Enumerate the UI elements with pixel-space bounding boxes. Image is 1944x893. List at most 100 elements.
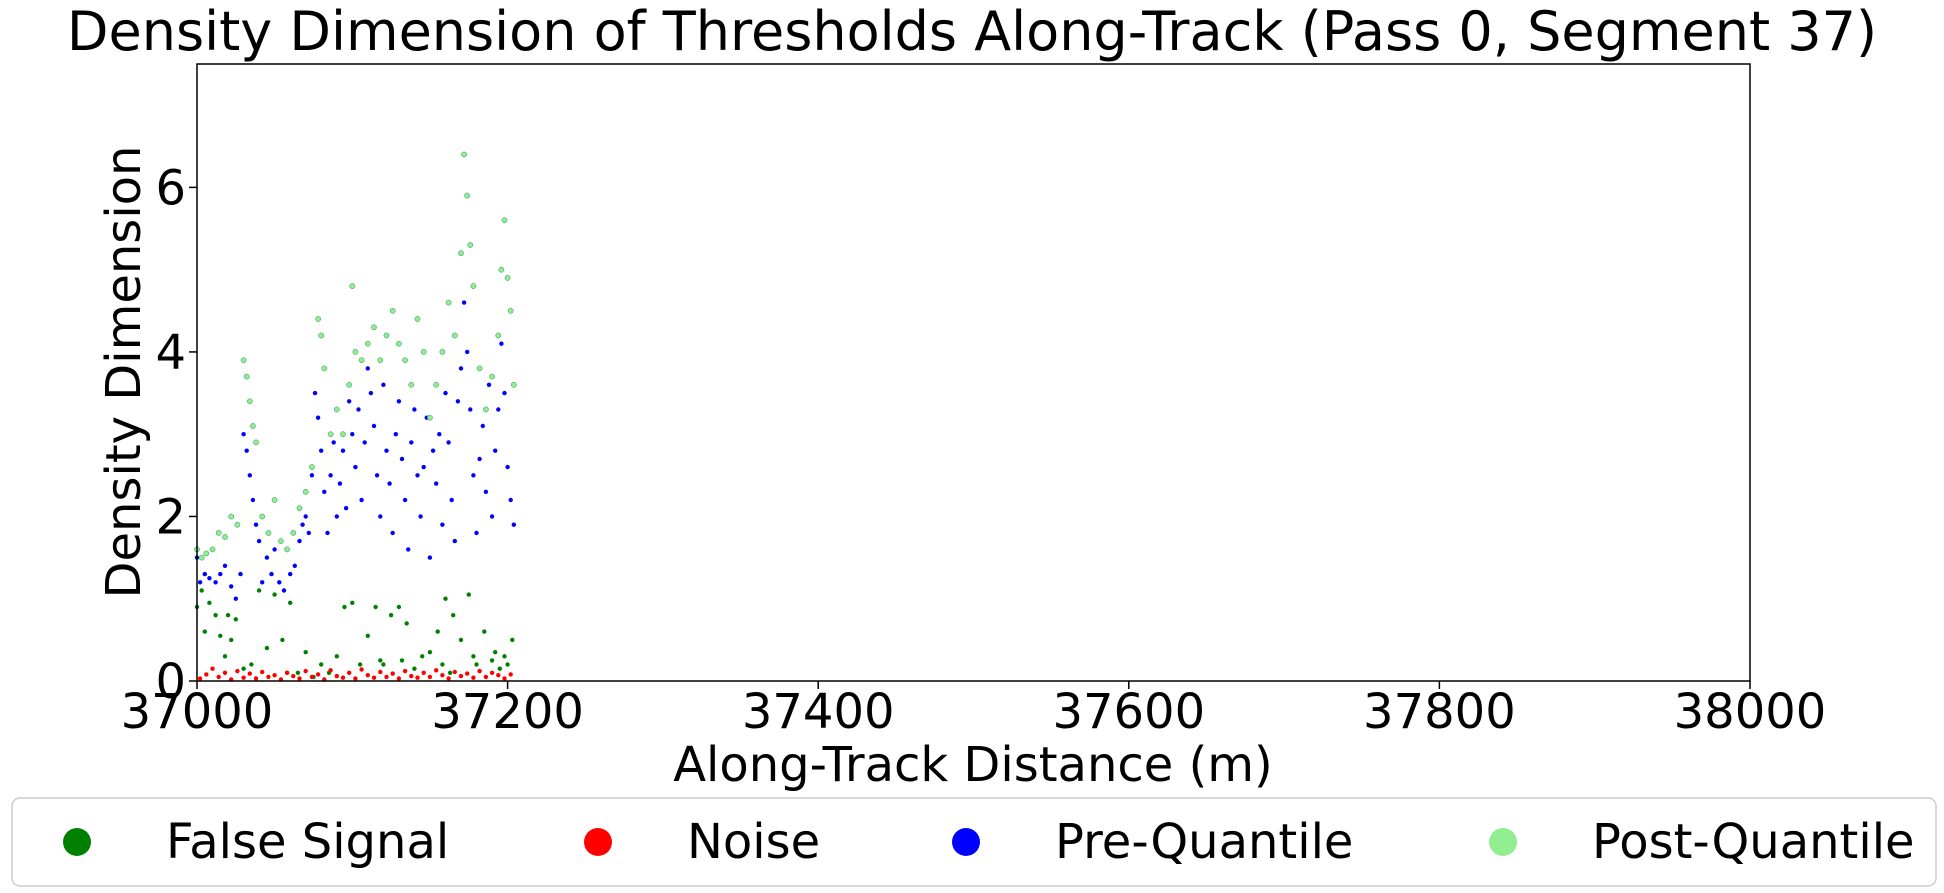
noise-point	[222, 670, 228, 675]
false-signal-point	[207, 600, 212, 605]
noise-point	[415, 675, 420, 680]
false-signal-point	[241, 666, 246, 671]
pre-quantile-point	[306, 530, 311, 536]
false-signal-point	[497, 666, 502, 671]
legend-label-post-quantile: Post-Quantile	[1592, 814, 1915, 870]
false-signal-point	[202, 629, 207, 634]
noise-point	[241, 675, 246, 680]
noise-point	[328, 668, 333, 673]
false-signal-point	[225, 613, 231, 618]
pre-quantile-point	[356, 407, 361, 412]
noise-point	[297, 676, 302, 681]
false-signal-point	[505, 662, 510, 667]
pre-quantile-point	[264, 555, 270, 560]
post-quantile-point	[433, 381, 440, 388]
post-quantile-point	[383, 332, 390, 339]
noise-point	[315, 672, 321, 677]
post-quantile-point	[352, 349, 359, 355]
noise-point	[247, 671, 252, 676]
false-signal-point	[288, 600, 293, 605]
legend-marker-post-quantile	[1489, 828, 1517, 856]
pre-quantile-point	[415, 473, 420, 478]
post-quantile-point	[414, 316, 421, 322]
post-quantile-point	[501, 217, 508, 224]
pre-quantile-point	[244, 448, 249, 453]
pre-quantile-point	[233, 596, 238, 601]
x-tick-label: 38000	[1674, 684, 1827, 740]
noise-point	[384, 674, 389, 680]
post-quantile-point	[420, 349, 427, 355]
pre-quantile-point	[421, 464, 426, 470]
post-quantile-point	[234, 521, 241, 528]
false-signal-point	[510, 637, 515, 643]
post-quantile-point	[253, 439, 259, 446]
noise-point	[502, 676, 507, 681]
post-quantile-point	[467, 242, 474, 248]
pre-quantile-point	[406, 547, 411, 552]
false-signal-point	[412, 666, 417, 671]
pre-quantile-point	[378, 514, 383, 519]
false-signal-point	[489, 658, 495, 663]
noise-point	[483, 674, 489, 680]
post-quantile-point	[495, 332, 502, 339]
pre-quantile-point	[322, 489, 327, 494]
post-quantile-point	[209, 546, 216, 553]
post-quantile-point	[246, 398, 253, 405]
pre-quantile-point	[202, 571, 207, 577]
noise-point	[371, 675, 377, 680]
pre-quantile-point	[340, 448, 346, 453]
post-quantile-point	[265, 530, 272, 536]
false-signal-point	[474, 662, 479, 667]
post-quantile-point	[290, 530, 297, 536]
false-signal-point	[213, 613, 218, 618]
pre-quantile-point	[443, 390, 448, 396]
false-signal-point	[443, 596, 448, 601]
post-quantile-point	[309, 464, 315, 470]
pre-quantile-point	[328, 473, 333, 478]
post-quantile-point	[470, 283, 477, 289]
pre-quantile-point	[343, 506, 349, 511]
noise-point	[347, 670, 352, 675]
noise-point	[390, 671, 395, 676]
noise-point	[396, 676, 402, 681]
noise-point	[427, 674, 433, 680]
post-quantile-point	[271, 497, 278, 503]
pre-quantile-point	[281, 588, 287, 593]
false-signal-point	[427, 650, 433, 655]
false-signal-point	[493, 650, 498, 655]
pre-quantile-point	[480, 423, 485, 429]
post-quantile-point	[504, 275, 511, 281]
noise-point	[197, 676, 203, 681]
y-tick-label: 0	[155, 654, 186, 710]
post-quantile-point	[243, 373, 250, 380]
pre-quantile-point	[458, 366, 464, 371]
pre-quantile-point	[430, 448, 436, 453]
false-signal-point	[319, 662, 324, 667]
false-signal-point	[295, 670, 301, 675]
false-signal-point	[420, 654, 425, 659]
false-signal-point	[471, 654, 476, 659]
post-quantile-point	[371, 324, 377, 331]
post-quantile-point	[278, 538, 284, 544]
noise-point	[440, 673, 445, 678]
post-quantile-point	[340, 431, 346, 438]
post-quantile-point	[483, 406, 489, 413]
pre-quantile-point	[315, 415, 321, 420]
pre-quantile-point	[197, 580, 203, 585]
false-signal-point	[303, 650, 308, 655]
pre-quantile-point	[393, 432, 398, 437]
pre-quantile-point	[399, 456, 405, 462]
x-axis-ticks: 37000 37200 37400 37600 37800 38000	[121, 681, 1827, 740]
post-quantile-point	[318, 332, 325, 339]
pre-quantile-point	[446, 440, 451, 445]
noise-point	[260, 669, 265, 675]
pre-quantile-point	[222, 563, 228, 568]
noise-point	[409, 673, 414, 679]
noise-point	[334, 673, 339, 679]
pre-quantile-point	[409, 440, 414, 445]
pre-quantile-point	[218, 571, 223, 577]
pre-quantile-point	[489, 514, 495, 519]
false-signal-point	[272, 592, 277, 597]
pre-quantile-point	[371, 423, 377, 429]
